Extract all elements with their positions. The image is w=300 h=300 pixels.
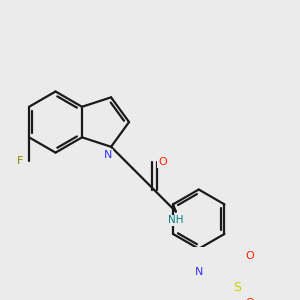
Text: S: S <box>234 281 242 294</box>
Text: O: O <box>245 251 254 261</box>
Text: NH: NH <box>168 215 184 226</box>
Text: F: F <box>16 156 23 166</box>
Text: N: N <box>104 150 112 160</box>
Text: O: O <box>245 298 254 300</box>
Text: O: O <box>158 158 167 167</box>
Text: N: N <box>194 267 203 277</box>
